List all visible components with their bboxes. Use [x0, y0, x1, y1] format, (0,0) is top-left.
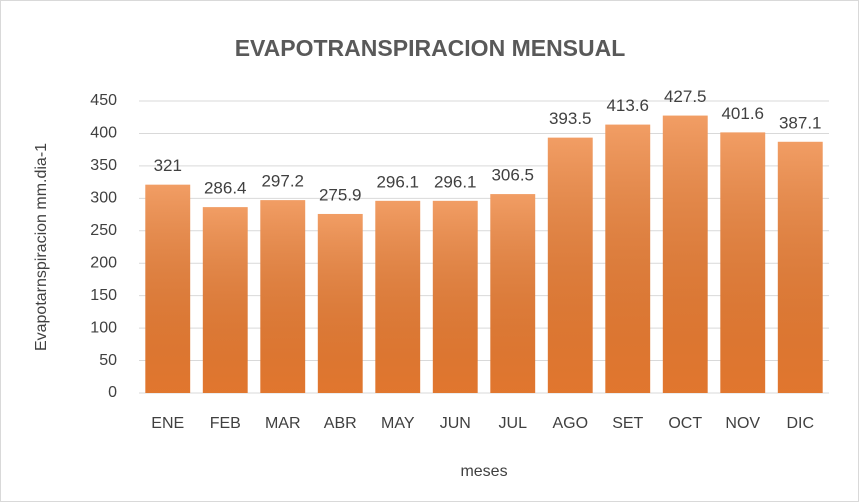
bar-shade: [145, 184, 191, 393]
bar-shade: [777, 141, 823, 393]
x-tick-label: ENE: [151, 415, 184, 432]
value-label: 401.6: [721, 104, 764, 123]
y-tick-label: 50: [99, 352, 117, 369]
x-tick-label: DIC: [786, 415, 814, 432]
value-label: 296.1: [434, 172, 477, 191]
bar-shade: [662, 115, 708, 393]
bar-shade: [547, 137, 593, 393]
y-tick-label: 150: [90, 287, 117, 304]
value-label: 427.5: [664, 87, 707, 106]
y-tick-label: 200: [90, 254, 117, 271]
x-tick-label: AGO: [552, 415, 588, 432]
y-tick-label: 100: [90, 319, 117, 336]
chart-title: EVAPOTRANSPIRACION MENSUAL: [235, 35, 626, 61]
value-label: 296.1: [376, 172, 419, 191]
value-label: 321: [154, 156, 182, 175]
bar-shade: [375, 200, 421, 393]
x-tick-label: NOV: [725, 415, 760, 432]
y-tick-label: 300: [90, 190, 117, 207]
y-tick-label: 400: [90, 125, 117, 142]
value-label: 393.5: [549, 109, 592, 128]
y-tick-label: 250: [90, 222, 117, 239]
value-label: 286.4: [204, 179, 247, 198]
x-tick-label: MAR: [265, 415, 301, 432]
bar-shade: [605, 124, 651, 393]
x-tick-label: JUN: [440, 415, 471, 432]
value-label: 275.9: [319, 185, 362, 204]
y-tick-label: 350: [90, 157, 117, 174]
bar-shade: [260, 200, 306, 393]
value-label: 306.5: [491, 166, 534, 185]
x-tick-label: ABR: [324, 415, 357, 432]
x-tick-label: OCT: [668, 415, 702, 432]
bar-shade: [720, 132, 766, 393]
x-tick-label: FEB: [210, 415, 241, 432]
bar-shade: [317, 213, 363, 393]
value-label: 413.6: [606, 96, 649, 115]
y-tick-label: 0: [108, 384, 117, 401]
bar-shade: [432, 200, 478, 393]
value-label: 297.2: [261, 172, 304, 191]
bar-shade: [490, 194, 536, 393]
x-tick-label: MAY: [381, 415, 415, 432]
bar-shade: [202, 207, 248, 393]
y-tick-label: 450: [90, 92, 117, 109]
x-axis-label: meses: [460, 463, 507, 480]
value-label: 387.1: [779, 113, 822, 132]
x-tick-label: SET: [612, 415, 643, 432]
x-tick-label: JUL: [499, 415, 528, 432]
y-axis-label: Evapotarnspiracion mm.dia-1: [33, 143, 50, 351]
